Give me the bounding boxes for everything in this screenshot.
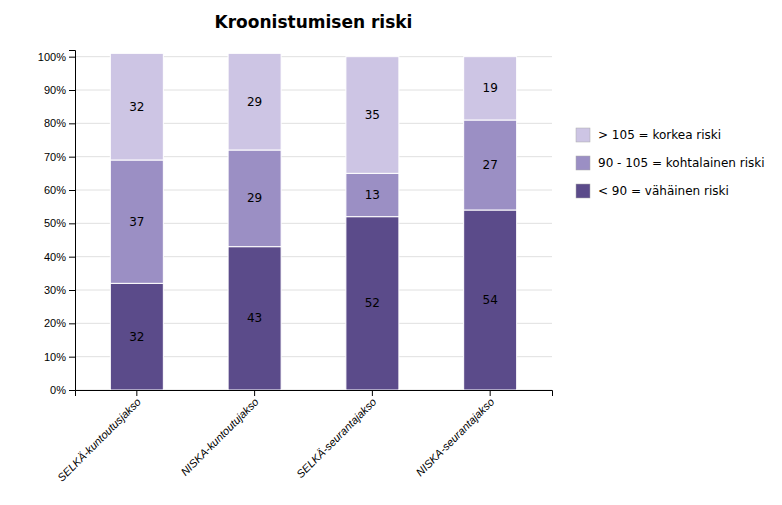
x-axis-line xyxy=(76,391,553,397)
y-axis-line xyxy=(69,51,76,391)
bar-segment xyxy=(110,160,163,283)
y-tick: 30% xyxy=(44,284,75,296)
chart: 32 43 52 54 37 29 13 27 32 29 35 19 0% 10% 20% 30% 40% 50… xyxy=(0,0,782,505)
y-tick: 90% xyxy=(44,84,75,96)
x-tick-mark xyxy=(372,390,373,396)
y-tick-mark xyxy=(69,157,75,158)
y-tick: 100% xyxy=(38,51,75,63)
legend: > 105 = korkea riski 90 - 105 = kohtalain… xyxy=(576,128,765,198)
y-tick-mark xyxy=(69,123,75,124)
y-tick: 20% xyxy=(44,317,75,329)
y-tick-mark xyxy=(69,223,75,224)
y-tick: 0% xyxy=(50,384,75,396)
bars xyxy=(110,53,516,390)
y-tick-label: 90% xyxy=(44,84,66,96)
legend-swatch xyxy=(576,128,590,142)
bar-segment xyxy=(346,57,399,174)
y-tick-label: 70% xyxy=(44,151,66,163)
legend-label: > 105 = korkea riski xyxy=(598,128,721,142)
y-tick: 70% xyxy=(44,151,75,163)
legend-item: < 90 = vähäinen riski xyxy=(576,184,729,198)
legend-item: > 105 = korkea riski xyxy=(576,128,721,142)
x-axis: SELKÄ-kuntoutusjakso NISKA-kuntoutujakso S… xyxy=(55,390,552,484)
y-tick-mark xyxy=(69,357,75,358)
y-tick-label: 80% xyxy=(44,117,66,129)
x-tick-label: NISKA-seurantajakso xyxy=(414,396,497,479)
y-tick-label: 40% xyxy=(44,251,66,263)
bar-segment xyxy=(464,57,517,120)
data-label: 35 xyxy=(365,108,380,122)
x-tick: SELKÄ-seurantajakso xyxy=(294,390,379,480)
legend-label: < 90 = vähäinen riski xyxy=(598,184,729,198)
x-tick-label: SELKÄ-kuntoutusjakso xyxy=(55,396,143,484)
bar-segment xyxy=(228,247,281,390)
data-label: 27 xyxy=(483,158,498,172)
legend-swatch xyxy=(576,184,590,198)
legend-label: 90 - 105 = kohtalainen riski xyxy=(598,156,765,170)
x-tick: SELKÄ-kuntoutusjakso xyxy=(55,390,143,484)
x-tick-mark xyxy=(254,390,255,396)
data-label: 52 xyxy=(365,296,380,310)
data-label: 29 xyxy=(247,191,262,205)
x-tick: NISKA-seurantajakso xyxy=(414,390,497,478)
y-axis: 0% 10% 20% 30% 40% 50% 60% 70% 80% 90% 100% xyxy=(38,51,76,397)
legend-swatch xyxy=(576,156,590,170)
data-label: 19 xyxy=(483,81,498,95)
y-tick-label: 20% xyxy=(44,317,66,329)
bar-segment xyxy=(228,53,281,150)
title: Kroonistumisen riski xyxy=(215,12,413,32)
y-tick-mark xyxy=(69,390,75,391)
y-tick-label: 30% xyxy=(44,284,66,296)
bar-segment xyxy=(110,283,163,390)
y-tick-mark xyxy=(69,90,75,91)
data-label: 43 xyxy=(247,311,262,325)
bar-segment xyxy=(228,150,281,247)
x-tick-mark xyxy=(136,390,137,396)
y-tick-mark xyxy=(69,190,75,191)
y-tick-mark xyxy=(69,323,75,324)
data-label: 13 xyxy=(365,188,380,202)
data-label: 32 xyxy=(129,330,144,344)
data-labels: 32 43 52 54 37 29 13 27 32 29 35 19 xyxy=(129,81,498,343)
y-tick: 60% xyxy=(44,184,75,196)
y-tick-mark xyxy=(69,57,75,58)
y-tick: 10% xyxy=(44,351,75,363)
bar-segment xyxy=(110,53,163,160)
data-label: 54 xyxy=(483,293,498,307)
bar-segment xyxy=(346,173,399,216)
x-tick-mark xyxy=(490,390,491,396)
y-tick: 50% xyxy=(44,217,75,229)
y-tick-label: 0% xyxy=(50,384,66,396)
y-tick-label: 100% xyxy=(38,51,66,63)
legend-item: 90 - 105 = kohtalainen riski xyxy=(576,156,765,170)
y-tick-mark xyxy=(69,257,75,258)
y-tick-label: 50% xyxy=(44,217,66,229)
y-tick-label: 10% xyxy=(44,351,66,363)
bar-segment xyxy=(346,217,399,390)
data-label: 32 xyxy=(129,100,144,114)
bar-segment xyxy=(464,120,517,210)
data-label: 37 xyxy=(129,215,144,229)
x-tick: NISKA-kuntoutujakso xyxy=(178,390,260,478)
x-tick-label: SELKÄ-seurantajakso xyxy=(294,396,379,481)
y-tick-mark xyxy=(69,290,75,291)
y-tick: 80% xyxy=(44,117,75,129)
y-tick-label: 60% xyxy=(44,184,66,196)
bar-segment xyxy=(464,210,517,390)
x-tick-label: NISKA-kuntoutujakso xyxy=(178,396,260,478)
y-tick: 40% xyxy=(44,251,75,263)
data-label: 29 xyxy=(247,95,262,109)
